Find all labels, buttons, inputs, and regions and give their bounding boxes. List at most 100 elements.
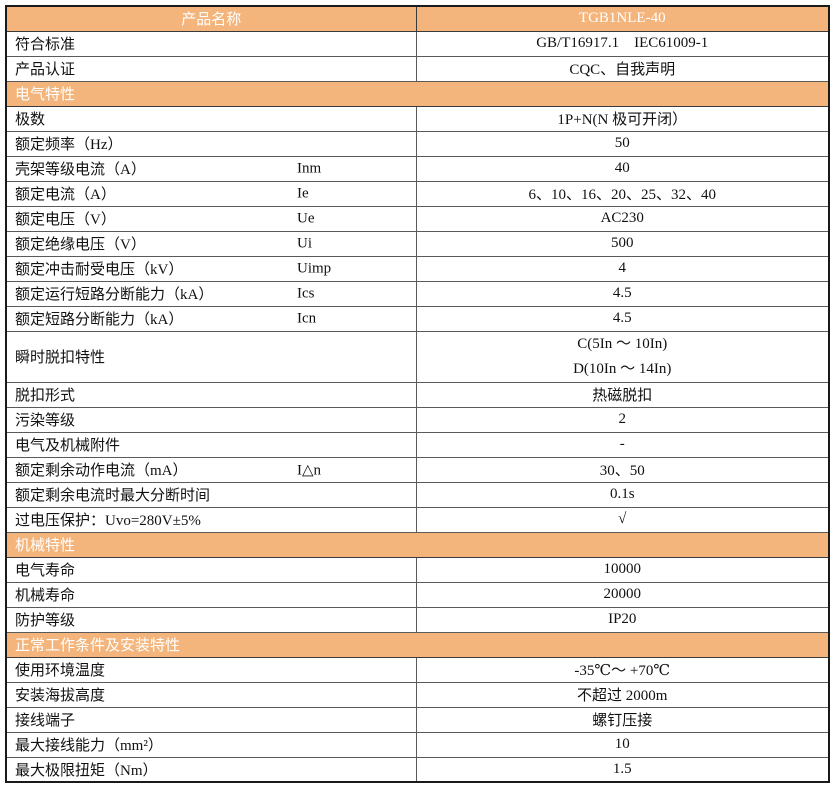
row-label-cell: 极数: [5, 105, 417, 132]
row-label: 污染等级: [15, 413, 76, 429]
row-label: 最大极限扭矩（Nm）: [15, 762, 158, 779]
row-value-cell: 30、50: [415, 456, 830, 483]
row-value-cell: 50: [415, 130, 830, 157]
row-label: 额定冲击耐受电压（kV）: [15, 262, 184, 278]
row-value: √: [618, 511, 627, 527]
row-label-cell: 额定绝缘电压（V） Ui: [5, 230, 417, 257]
table-row: 最大接线能力（mm²） 10: [5, 731, 830, 758]
row-value: 2: [618, 411, 627, 427]
row-symbol: Ics: [297, 285, 315, 301]
row-label-cell: 电气寿命: [5, 556, 417, 583]
row-value-cell: 热磁脱扣: [415, 381, 830, 408]
table-row: 额定剩余电流时最大分断时间 0.1s: [5, 481, 830, 508]
row-label: 极数: [15, 112, 46, 128]
row-label-cell: 防护等级: [5, 606, 417, 633]
row-value: GB/T16917.1 IEC61009-1: [536, 35, 709, 51]
row-label: 使用环境温度: [15, 663, 106, 679]
row-label: 机械寿命: [15, 588, 76, 604]
row-value-cell: 不超过 2000m: [415, 681, 830, 708]
table-row: 额定短路分断能力（kA） Icn 4.5: [5, 305, 830, 332]
row-symbol: Uimp: [297, 260, 332, 276]
row-symbol: Ue: [297, 210, 315, 226]
table-row: 额定绝缘电压（V） Ui 500: [5, 230, 830, 257]
table-row: 符合标准 GB/T16917.1 IEC61009-1: [5, 30, 830, 57]
row-value: C(5In ～ 10In): [577, 335, 668, 352]
row-label: 额定剩余动作电流（mA）: [15, 463, 188, 479]
row-value: 10: [614, 736, 630, 752]
row-label-cell: 脱扣形式: [5, 381, 417, 408]
row-label-cell: 额定电流（A） Ie: [5, 180, 417, 207]
table-row: 机械寿命 20000: [5, 581, 830, 608]
row-label-cell: 最大极限扭矩（Nm）: [5, 756, 417, 783]
table-row: 电气寿命 10000: [5, 556, 830, 583]
section-header-row: 正常工作条件及安装特性: [5, 631, 830, 658]
section-header-row: 机械特性: [5, 531, 830, 558]
table-row: 产品认证 CQC、自我声明: [5, 55, 830, 82]
row-value-cell: -35℃～ +70℃: [415, 656, 830, 683]
table-row: 使用环境温度 -35℃～ +70℃: [5, 656, 830, 683]
row-label: 额定短路分断能力（kA）: [15, 312, 184, 328]
row-value: 1P+N(N 极可开闭）: [557, 112, 688, 128]
row-value-cell: 10: [415, 731, 830, 758]
row-value-cell: 4.5: [415, 280, 830, 307]
table-row: 接线端子 螺钉压接: [5, 706, 830, 733]
table-row: 极数 1P+N(N 极可开闭）: [5, 105, 830, 132]
row-value: -35℃～ +70℃: [574, 663, 671, 679]
row-value-cell: 4.5: [415, 305, 830, 332]
row-symbol: Ie: [297, 185, 309, 201]
row-value-cell: 4: [415, 255, 830, 282]
row-value-cell: 6、10、16、20、25、32、40: [415, 180, 830, 207]
row-value-cell: 1P+N(N 极可开闭）: [415, 105, 830, 132]
row-label: 瞬时脱扣特性: [15, 350, 106, 366]
row-symbol: Icn: [297, 310, 317, 326]
row-label: 额定电流（A）: [15, 187, 116, 203]
row-label: 电气寿命: [15, 563, 76, 579]
row-symbol: Ui: [297, 235, 312, 251]
table-row: 安装海拔高度 不超过 2000m: [5, 681, 830, 708]
row-label: 额定绝缘电压（V）: [15, 237, 146, 253]
row-label-cell: 安装海拔高度: [5, 681, 417, 708]
table-row: 额定频率（Hz） 50: [5, 130, 830, 157]
row-value-cell: 2: [415, 406, 830, 433]
row-value-cell: 螺钉压接: [415, 706, 830, 733]
row-value: 10000: [603, 561, 642, 577]
table-row: 瞬时脱扣特性 C(5In ～ 10In) D(10In ～ 14In): [5, 330, 830, 383]
row-label: 接线端子: [15, 713, 76, 729]
row-label-cell: 过电压保护：Uvo=280V±5%: [5, 506, 417, 533]
table-row: 额定电压（V） Ue AC230: [5, 205, 830, 232]
table-row: 壳架等级电流（A） Inm 40: [5, 155, 830, 182]
row-value: 热磁脱扣: [592, 388, 653, 404]
row-label-cell: 额定短路分断能力（kA） Icn: [5, 305, 417, 332]
row-value: 不超过 2000m: [577, 688, 668, 704]
row-label-cell: 接线端子: [5, 706, 417, 733]
section-title: 电气特性: [5, 80, 830, 107]
row-value-cell: -: [415, 431, 830, 458]
row-value-cell: CQC、自我声明: [415, 55, 830, 82]
row-label: 过电压保护：Uvo=280V±5%: [15, 513, 201, 529]
row-label-cell: 最大接线能力（mm²）: [5, 731, 417, 758]
row-label-cell: 机械寿命: [5, 581, 417, 608]
row-value: 0.1s: [609, 486, 635, 502]
product-spec-table: 产品名称 TGB1NLE-40 符合标准 GB/T16917.1 IEC61009…: [5, 5, 830, 783]
table-row: 脱扣形式 热磁脱扣: [5, 381, 830, 408]
row-label: 额定频率（Hz）: [15, 137, 123, 153]
row-label: 防护等级: [15, 613, 76, 629]
table-row: 电气及机械附件 -: [5, 431, 830, 458]
row-label-cell: 额定运行短路分断能力（kA） Ics: [5, 280, 417, 307]
row-label: 产品认证: [15, 62, 76, 78]
row-value: 螺钉压接: [592, 713, 653, 729]
row-value: 500: [611, 235, 634, 251]
product-name-value: TGB1NLE-40: [415, 5, 830, 32]
row-label: 电气及机械附件: [15, 438, 121, 454]
table-row: 额定电流（A） Ie 6、10、16、20、25、32、40: [5, 180, 830, 207]
row-value-cell: 500: [415, 230, 830, 257]
row-value: 40: [614, 160, 630, 176]
row-value: 50: [614, 135, 630, 151]
table-header-row: 产品名称 TGB1NLE-40: [5, 5, 830, 32]
row-value-cell: GB/T16917.1 IEC61009-1: [415, 30, 830, 57]
row-value: 4: [618, 260, 627, 276]
row-value: 20000: [603, 586, 642, 602]
table-row: 额定运行短路分断能力（kA） Ics 4.5: [5, 280, 830, 307]
row-label-cell: 额定剩余动作电流（mA） I△n: [5, 456, 417, 483]
row-value: 6、10、16、20、25、32、40: [528, 187, 716, 203]
